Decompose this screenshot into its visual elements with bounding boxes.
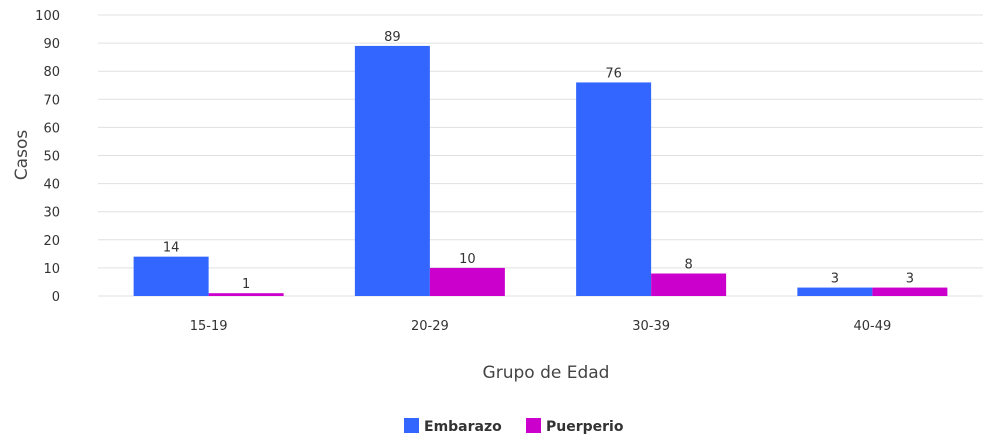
data-label: 89 xyxy=(384,30,401,45)
bar-puerperio-15-19 xyxy=(208,293,284,296)
y-tick-label: 0 xyxy=(52,290,60,305)
data-label: 3 xyxy=(831,272,839,287)
bar-embarazo-30-39 xyxy=(576,82,652,296)
data-label: 76 xyxy=(605,66,622,81)
y-tick-label: 40 xyxy=(43,178,60,193)
y-tick-label: 20 xyxy=(43,234,60,249)
y-axis-title: Casos xyxy=(12,130,32,181)
bar-embarazo-20-29 xyxy=(354,45,430,296)
y-tick-label: 80 xyxy=(43,65,60,80)
bar-puerperio-20-29 xyxy=(429,267,505,296)
data-label: 10 xyxy=(459,252,476,267)
legend-label: Embarazo xyxy=(424,419,502,435)
legend-swatch xyxy=(526,418,541,433)
y-tick-label: 70 xyxy=(43,93,60,108)
legend: Embarazo Puerperio xyxy=(404,418,624,435)
bar-embarazo-40-49 xyxy=(797,287,873,296)
y-tick-label: 10 xyxy=(43,262,60,277)
data-label: 14 xyxy=(163,241,180,256)
legend-label: Puerperio xyxy=(546,419,624,435)
gridlines xyxy=(98,14,983,297)
y-tick-label: 90 xyxy=(43,37,60,52)
x-tick-label: 40-49 xyxy=(853,319,891,334)
y-tick-label: 50 xyxy=(43,150,60,165)
bar-puerperio-30-39 xyxy=(651,273,727,296)
data-label: 1 xyxy=(242,277,250,292)
data-label: 8 xyxy=(684,258,692,273)
bars xyxy=(133,45,948,296)
x-tick-label: 30-39 xyxy=(632,319,670,334)
bar-embarazo-15-19 xyxy=(133,256,209,296)
data-label: 3 xyxy=(906,272,914,287)
y-tick-label: 60 xyxy=(43,121,60,136)
legend-swatch xyxy=(404,418,419,433)
data-labels: 14 1 89 10 76 8 3 3 xyxy=(163,30,914,292)
legend-item-puerperio[interactable]: Puerperio xyxy=(526,418,624,435)
y-axis-ticks: 0 10 20 30 40 50 60 70 80 90 100 xyxy=(35,9,60,305)
y-tick-label: 30 xyxy=(43,206,60,221)
x-axis-title: Grupo de Edad xyxy=(483,363,610,383)
bar-puerperio-40-49 xyxy=(872,287,948,296)
x-tick-label: 15-19 xyxy=(190,319,228,334)
legend-item-embarazo[interactable]: Embarazo xyxy=(404,418,502,435)
x-axis-ticks: 15-19 20-29 30-39 40-49 xyxy=(190,319,892,334)
y-tick-label: 100 xyxy=(35,9,60,24)
x-tick-label: 20-29 xyxy=(411,319,449,334)
